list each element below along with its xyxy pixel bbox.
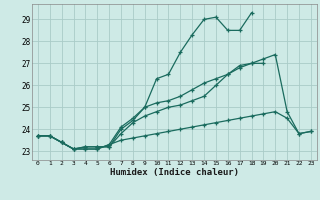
X-axis label: Humidex (Indice chaleur): Humidex (Indice chaleur): [110, 168, 239, 177]
